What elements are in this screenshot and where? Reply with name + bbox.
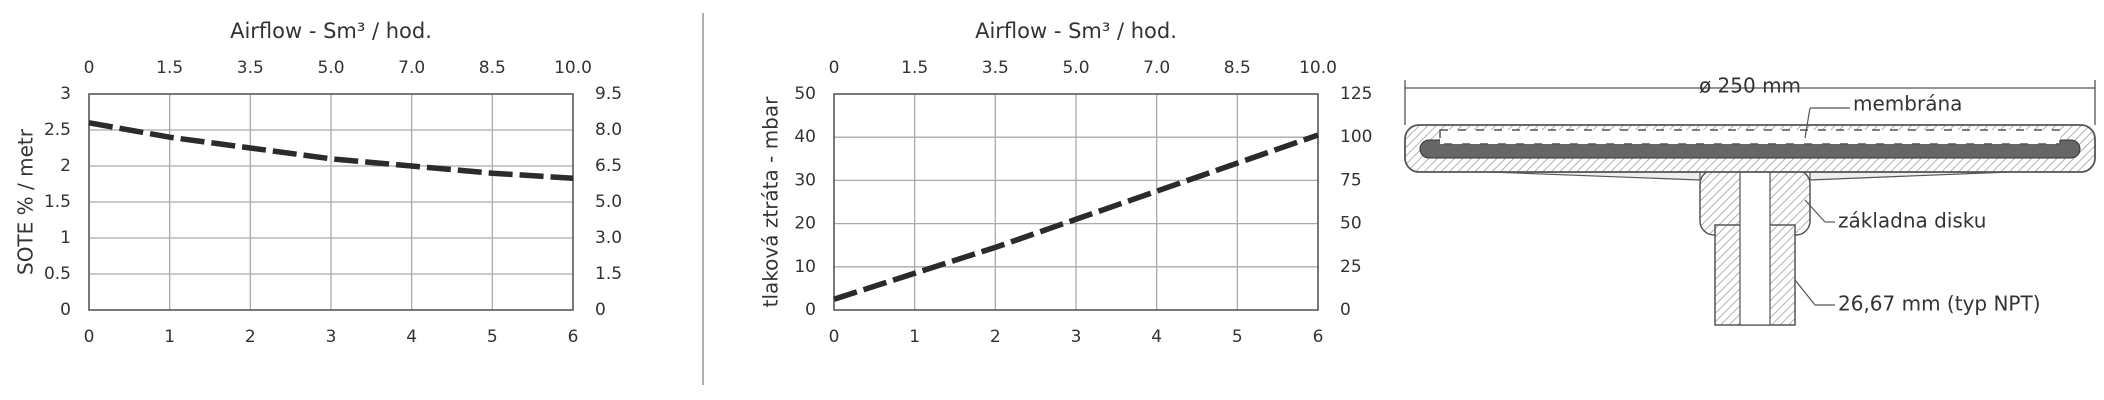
chart-title: Airflow - Sm³ / hod.	[975, 19, 1177, 43]
chart-title: Airflow - Sm³ / hod.	[230, 19, 432, 43]
x-tick-label: 2	[990, 327, 1001, 347]
y2-tick-label: 8.0	[595, 120, 622, 140]
diameter-label: ø 250 mm	[1699, 74, 1801, 98]
y-tick-label: 3	[60, 84, 71, 104]
leader	[1804, 107, 1811, 139]
y-tick-label: 0.5	[44, 264, 71, 284]
y2-tick-label: 3.0	[595, 228, 622, 248]
plot-frame	[833, 93, 1319, 311]
leader	[1804, 199, 1826, 223]
x-tick-label: 3	[326, 327, 337, 347]
y2-tick-label: 9.5	[595, 84, 622, 104]
y2-tick-label: 25	[1340, 257, 1362, 277]
membrane-slots	[1439, 129, 2061, 145]
x2-tick-label: 10.0	[1299, 58, 1337, 78]
chart: Airflow - Sm³ / hod. SOTE % / metr 0 0.5 1 1.…	[14, 19, 623, 347]
x2-tick-label: 7.0	[1143, 58, 1170, 78]
x2-tick-label: 1.5	[156, 58, 183, 78]
x-tick-label: 0	[84, 327, 95, 347]
x2-tick-label: 0	[84, 58, 95, 78]
y-tick-label: 30	[794, 170, 816, 190]
x2-tick-label: 5.0	[317, 58, 344, 78]
x-tick-label: 0	[829, 327, 840, 347]
y-axis-label: SOTE % / metr	[14, 128, 38, 275]
y-tick-label: 1	[60, 228, 71, 248]
x-tick-label: 6	[1313, 327, 1324, 347]
y2-tick-label: 0	[1340, 300, 1351, 320]
x-tick-label: 6	[568, 327, 579, 347]
y-tick-label: 1.5	[44, 192, 71, 212]
x2-tick-label: 8.5	[1224, 58, 1251, 78]
data-line	[88, 120, 574, 181]
y-axis-label: tlaková ztráta - mbar	[759, 96, 783, 307]
y2-tick-label: 50	[1340, 214, 1362, 234]
y-tick-label: 50	[794, 84, 816, 104]
x-tick-label: 1	[164, 327, 175, 347]
y2-tick-label: 125	[1340, 84, 1372, 104]
base-label: základna disku	[1838, 209, 1986, 233]
x2-tick-label: 7.0	[398, 58, 425, 78]
x-tick-label: 4	[406, 327, 417, 347]
x-tick-label: 3	[1071, 327, 1082, 347]
x2-tick-label: 3.5	[982, 58, 1009, 78]
stem-bore	[1739, 169, 1771, 326]
y-tick-label: 40	[794, 127, 816, 147]
chart: Airflow - Sm³ / hod. tlaková ztráta - mba…	[759, 19, 1373, 347]
thread-label: 26,67 mm (typ NPT)	[1838, 292, 2041, 316]
y2-tick-label: 100	[1340, 127, 1372, 147]
x2-tick-label: 1.5	[901, 58, 928, 78]
x-tick-label: 5	[487, 327, 498, 347]
x2-tick-label: 8.5	[479, 58, 506, 78]
y-tick-label: 2	[60, 156, 71, 176]
y2-tick-label: 5.0	[595, 192, 622, 212]
y2-tick-label: 1.5	[595, 264, 622, 284]
diagram: ø 250 mm membrána základna disku 26,67 m…	[1404, 74, 2096, 326]
x-tick-label: 4	[1151, 327, 1162, 347]
plot-frame	[88, 93, 574, 311]
y-tick-label: 0	[60, 300, 71, 320]
y-tick-label: 20	[794, 214, 816, 234]
membrane-label: membrána	[1853, 92, 1962, 116]
x2-tick-label: 3.5	[237, 58, 264, 78]
x-tick-label: 2	[245, 327, 256, 347]
x-tick-label: 5	[1232, 327, 1243, 347]
y2-tick-label: 0	[595, 300, 606, 320]
y2-tick-label: 6.5	[595, 156, 622, 176]
x-tick-label: 1	[909, 327, 920, 347]
y-tick-label: 10	[794, 257, 816, 277]
x2-tick-label: 5.0	[1062, 58, 1089, 78]
y-tick-label: 0	[805, 300, 816, 320]
y-tick-label: 2.5	[44, 120, 71, 140]
data-line	[833, 132, 1319, 302]
leader	[1794, 279, 1816, 306]
y2-tick-label: 75	[1340, 170, 1362, 190]
x2-tick-label: 10.0	[554, 58, 592, 78]
x2-tick-label: 0	[829, 58, 840, 78]
